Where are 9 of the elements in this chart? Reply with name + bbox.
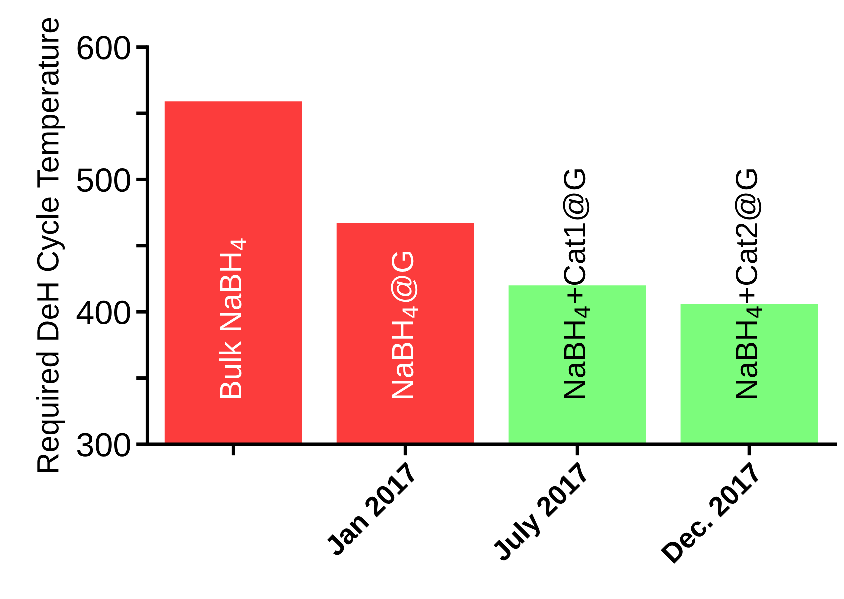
annotation: NaBH$_{4}$+Cat1@G (563, 170, 590, 398)
y-tick-label: 600 (78, 36, 130, 60)
y-tick-label: 300 (77, 433, 130, 457)
y-tick-label: 400 (76, 300, 130, 324)
annotation: Bulk NaBH$_{4}$ (219, 238, 246, 398)
annotation: NaBH$_{4}$@G (391, 252, 418, 398)
y-tick-label: 500 (77, 168, 130, 192)
y-axis-title: Required DeH Cycle Temperature (36, 18, 66, 472)
annotation: NaBH$_{4}$+Cat2@G (735, 170, 762, 398)
